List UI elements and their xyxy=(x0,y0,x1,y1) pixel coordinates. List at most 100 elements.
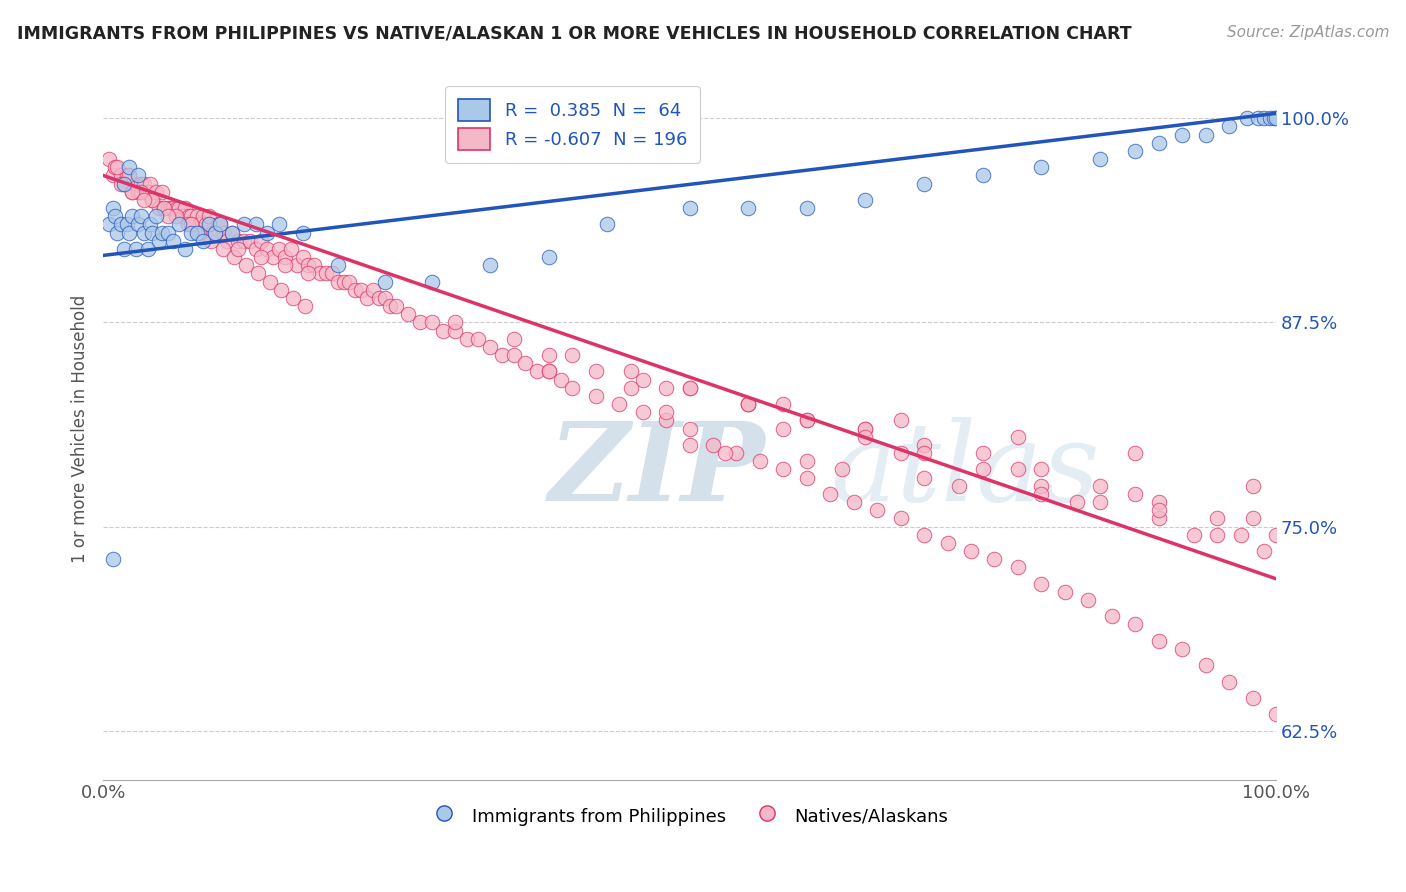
Point xyxy=(180,226,202,240)
Point xyxy=(115,218,138,232)
Point xyxy=(118,169,141,183)
Point xyxy=(890,413,912,427)
Point xyxy=(153,201,176,215)
Point xyxy=(129,185,152,199)
Legend: Immigrants from Philippines, Natives/Alaskans: Immigrants from Philippines, Natives/Ala… xyxy=(423,797,956,834)
Point xyxy=(221,226,243,240)
Point xyxy=(162,201,184,215)
Point xyxy=(1253,112,1275,126)
Point xyxy=(262,250,284,264)
Point xyxy=(134,177,156,191)
Point xyxy=(1077,593,1099,607)
Point xyxy=(174,201,197,215)
Point xyxy=(169,218,191,232)
Point xyxy=(285,258,308,272)
Point xyxy=(1206,527,1229,541)
Point xyxy=(1031,576,1053,591)
Point xyxy=(302,258,325,272)
Point xyxy=(226,242,249,256)
Point xyxy=(291,250,314,264)
Point xyxy=(380,299,402,313)
Point xyxy=(156,226,179,240)
Point xyxy=(631,405,654,419)
Point xyxy=(139,218,162,232)
Point xyxy=(537,250,560,264)
Point xyxy=(153,201,176,215)
Point xyxy=(105,161,128,175)
Point xyxy=(110,177,132,191)
Point xyxy=(620,381,643,395)
Point xyxy=(678,381,700,395)
Point xyxy=(444,324,467,338)
Point xyxy=(912,527,935,541)
Point xyxy=(188,226,211,240)
Point xyxy=(197,209,219,223)
Point xyxy=(136,242,159,256)
Point xyxy=(912,470,935,484)
Text: Source: ZipAtlas.com: Source: ZipAtlas.com xyxy=(1226,25,1389,40)
Point xyxy=(1007,560,1029,574)
Point xyxy=(339,275,361,289)
Point xyxy=(115,169,138,183)
Point xyxy=(186,226,208,240)
Point xyxy=(585,364,607,378)
Point xyxy=(197,218,219,232)
Point xyxy=(936,536,959,550)
Point xyxy=(796,470,818,484)
Point xyxy=(537,364,560,378)
Point xyxy=(385,299,408,313)
Point xyxy=(112,242,135,256)
Point xyxy=(177,209,200,223)
Point xyxy=(235,258,257,272)
Point xyxy=(121,185,143,199)
Point xyxy=(1194,128,1216,142)
Point xyxy=(315,266,337,280)
Point xyxy=(274,258,297,272)
Point xyxy=(141,193,163,207)
Point xyxy=(374,291,396,305)
Point xyxy=(112,177,135,191)
Point xyxy=(479,258,502,272)
Point xyxy=(620,364,643,378)
Point xyxy=(145,185,167,199)
Point xyxy=(1147,633,1170,648)
Point xyxy=(596,218,619,232)
Point xyxy=(444,315,467,329)
Point xyxy=(246,266,269,280)
Point xyxy=(281,291,304,305)
Point xyxy=(1088,152,1111,166)
Point xyxy=(855,193,877,207)
Point xyxy=(326,275,349,289)
Point xyxy=(195,218,218,232)
Point xyxy=(1171,642,1194,657)
Point xyxy=(361,283,384,297)
Point xyxy=(855,421,877,435)
Point xyxy=(209,218,232,232)
Point xyxy=(1031,487,1053,501)
Point xyxy=(145,209,167,223)
Point xyxy=(245,218,267,232)
Point xyxy=(1066,495,1088,509)
Point xyxy=(456,332,478,346)
Text: ZIP: ZIP xyxy=(548,417,765,524)
Point xyxy=(166,201,188,215)
Point xyxy=(678,201,700,215)
Point xyxy=(432,324,454,338)
Point xyxy=(737,397,759,411)
Point xyxy=(855,421,877,435)
Point xyxy=(297,258,319,272)
Point xyxy=(148,234,170,248)
Point xyxy=(200,234,222,248)
Point xyxy=(101,169,124,183)
Point xyxy=(350,283,373,297)
Point xyxy=(1123,487,1146,501)
Point xyxy=(1147,136,1170,150)
Point xyxy=(772,421,794,435)
Point xyxy=(983,552,1005,566)
Point xyxy=(204,226,226,240)
Point xyxy=(526,364,548,378)
Point xyxy=(118,161,141,175)
Point xyxy=(1218,674,1240,689)
Point xyxy=(702,438,724,452)
Point xyxy=(98,152,121,166)
